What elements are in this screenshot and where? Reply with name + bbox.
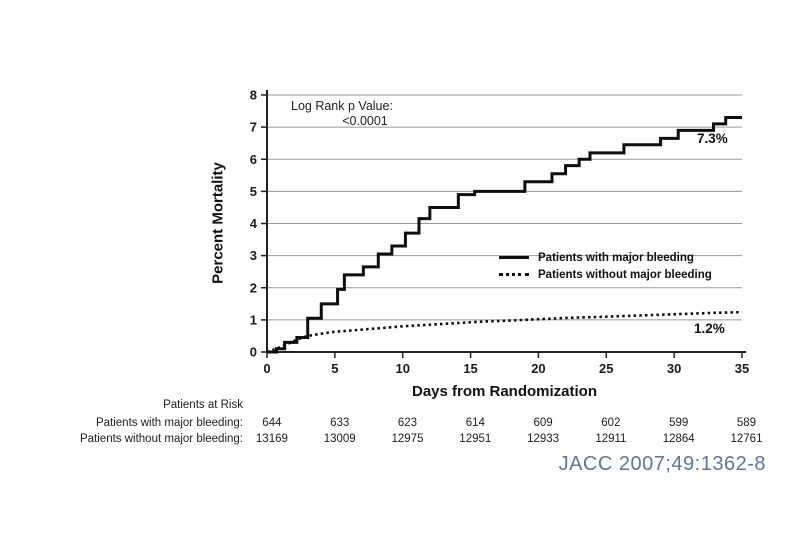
- risk-cell: 623: [397, 417, 418, 429]
- svg-text:3: 3: [250, 248, 257, 263]
- risk-cell: 12911: [595, 433, 627, 445]
- endpoint-label-major-bleeding: 7.3%: [697, 131, 728, 146]
- svg-text:8: 8: [250, 88, 257, 103]
- risk-cell: 633: [330, 417, 350, 429]
- logrank-annotation-line1: Log Rank p Value:: [291, 99, 393, 113]
- risk-cell: 12761: [730, 433, 763, 445]
- risk-row-label: Patients without major bleeding:: [79, 433, 243, 445]
- svg-text:0: 0: [250, 345, 257, 360]
- risk-cell: 12864: [662, 433, 695, 445]
- svg-text:15: 15: [463, 361, 477, 376]
- endpoint-label-no-major-bleeding: 1.2%: [694, 321, 725, 336]
- risk-table-row-major-bleeding: Patients with major bleeding: 644 633 623 6…: [0, 417, 756, 431]
- risk-cell: 602: [601, 417, 621, 429]
- legend-item-no-major-bleeding: Patients without major bleeding: [499, 266, 712, 283]
- risk-row-values: 13169 13009 12975 12951 12933 12911 12864 12761: [238, 433, 780, 445]
- legend-label-major-bleeding: Patients with major bleeding: [538, 251, 694, 264]
- risk-table-title: Patients at Risk: [163, 399, 243, 411]
- legend-item-major-bleeding: Patients with major bleeding: [499, 249, 712, 266]
- solid-line-swatch: [499, 256, 529, 259]
- svg-text:35: 35: [735, 361, 749, 376]
- legend-label-no-major-bleeding: Patients without major bleeding: [538, 268, 712, 281]
- svg-text:5: 5: [250, 184, 257, 199]
- logrank-annotation: Log Rank p Value: <0.0001: [291, 99, 439, 129]
- svg-text:6: 6: [250, 152, 257, 167]
- dotted-line-swatch: [499, 273, 529, 276]
- svg-text:2: 2: [250, 280, 257, 295]
- svg-text:5: 5: [331, 361, 338, 376]
- svg-text:25: 25: [599, 361, 613, 376]
- svg-text:0: 0: [263, 361, 270, 376]
- risk-cell: 13169: [255, 433, 288, 445]
- logrank-p-value: <0.0001: [342, 114, 388, 128]
- risk-cell: 13009: [323, 433, 356, 445]
- legend: Patients with major bleeding Patients wi…: [499, 249, 712, 283]
- svg-text:4: 4: [250, 216, 258, 231]
- svg-text:20: 20: [531, 361, 545, 376]
- risk-cell: 12933: [527, 433, 560, 445]
- x-axis-title: Days from Randomization: [411, 383, 598, 400]
- risk-cell: 589: [736, 417, 757, 429]
- risk-cell: 599: [669, 417, 689, 429]
- citation: JACC 2007;49:1362-8: [558, 453, 766, 475]
- risk-cell: 12975: [391, 433, 424, 445]
- risk-cell: 609: [533, 417, 553, 429]
- risk-cell: 644: [262, 417, 282, 429]
- risk-row-label: Patients with major bleeding:: [95, 417, 243, 429]
- svg-text:7: 7: [250, 120, 257, 135]
- risk-cell: 12951: [459, 433, 492, 445]
- svg-text:30: 30: [667, 361, 681, 376]
- risk-row-values: 644 633 623 614 609 602 599 589: [238, 417, 780, 429]
- risk-table-row-no-major-bleeding: Patients without major bleeding: 13169 13…: [0, 433, 762, 447]
- svg-text:1: 1: [250, 312, 257, 327]
- svg-text:10: 10: [395, 361, 409, 376]
- risk-cell: 614: [465, 417, 485, 429]
- y-axis-title: Percent Mortality: [209, 162, 227, 284]
